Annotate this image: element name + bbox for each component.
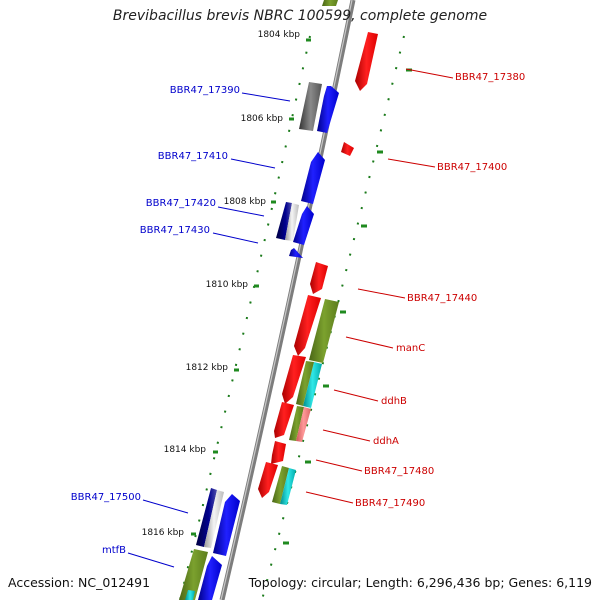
label-bbr47-17390[interactable]: BBR47_17390 [170, 85, 240, 96]
label-bbr47-17480[interactable]: BBR47_17480 [364, 466, 434, 477]
label-bbr47-17440[interactable]: BBR47_17440 [407, 293, 477, 304]
gene-ddhb [282, 355, 306, 404]
gene-bbr47-17490-olive [272, 466, 289, 504]
reverse-strand-genes [258, 32, 378, 505]
gene-bbr47-17420-light [285, 203, 299, 241]
gene-bbr47-17390 [317, 86, 339, 133]
ruler-labels: 1804 kbp 1806 kbp 1808 kbp 1810 kbp 1812… [142, 30, 301, 538]
ruler-label-1816: 1816 kbp [142, 528, 185, 538]
ruler-label-1808: 1808 kbp [224, 197, 267, 207]
gene-bbr47-17440 [310, 262, 328, 294]
forward-strand-genes [179, 0, 339, 600]
forward-leaders [127, 92, 291, 568]
label-bbr47-17430[interactable]: BBR47_17430 [140, 225, 210, 236]
gene-mtfb-olive [179, 549, 208, 600]
ruler-label-1812: 1812 kbp [186, 363, 229, 373]
gene-bbr47-17500-light [204, 490, 224, 548]
reverse-leaders [305, 68, 454, 504]
label-bbr47-17400[interactable]: BBR47_17400 [437, 162, 507, 173]
gene-mtfb [198, 556, 222, 600]
topology-text: Topology: circular; Length: 6,296,436 bp… [248, 575, 592, 590]
label-ddhb[interactable]: ddhB [381, 396, 407, 407]
gene-manc [294, 295, 321, 356]
gene-bbr47-17420-navy [276, 202, 292, 240]
gene-ddha-olive [289, 406, 304, 441]
gene-bbr47-17500 [213, 494, 240, 556]
ruler-label-1814: 1814 kbp [164, 445, 207, 455]
gene-ddha-pink [296, 407, 311, 442]
accession-text: Accession: NC_012491 [8, 575, 151, 590]
ruler-label-1804: 1804 kbp [258, 30, 301, 40]
ruler-label-1810: 1810 kbp [206, 280, 249, 290]
gene-bbr47-17380 [355, 32, 378, 91]
ruler-ticks [191, 38, 311, 536]
gene-bbr47-17390-gray [299, 82, 322, 131]
outer-dotted-track [261, 35, 405, 600]
gene-bbr47-17500-navy [196, 488, 217, 547]
map-title: Brevibacillus brevis NBRC 100599, comple… [112, 8, 488, 24]
reverse-gene-labels: BBR47_17380 BBR47_17400 BBR47_17440 manC… [355, 72, 525, 509]
gene-bbr47-17490 [258, 462, 278, 498]
gene-ddha [274, 402, 294, 438]
gene-bbr47-17430 [289, 248, 303, 258]
gene-mano-olive [309, 299, 339, 363]
label-bbr47-17380[interactable]: BBR47_17380 [455, 72, 525, 83]
label-bbr47-17410[interactable]: BBR47_17410 [158, 151, 228, 162]
gene-mtfb-cyan [185, 590, 195, 600]
label-mtfb[interactable]: mtfB [102, 545, 126, 556]
gene-bbr47-17480 [271, 441, 286, 464]
label-bbr47-17420[interactable]: BBR47_17420 [146, 198, 216, 209]
label-bbr47-17500[interactable]: BBR47_17500 [71, 492, 141, 503]
label-bbr47-17490[interactable]: BBR47_17490 [355, 498, 425, 509]
gene-bbr47-17400 [341, 142, 354, 156]
gene-bbr47-17410 [301, 152, 325, 204]
gene-bbr47-17420 [293, 206, 314, 245]
forward-gene-labels: BBR47_17390 BBR47_17410 BBR47_17420 BBR4… [71, 85, 240, 556]
gene-ddhb-cyan [303, 362, 322, 408]
label-manc[interactable]: manC [396, 343, 425, 354]
gene-ddhb-olive [296, 361, 314, 406]
label-ddha[interactable]: ddhA [373, 436, 399, 447]
ruler-label-1806: 1806 kbp [241, 114, 284, 124]
gene-bbr47-17490-cyan [280, 468, 296, 505]
gene-forward-top [322, 0, 338, 6]
